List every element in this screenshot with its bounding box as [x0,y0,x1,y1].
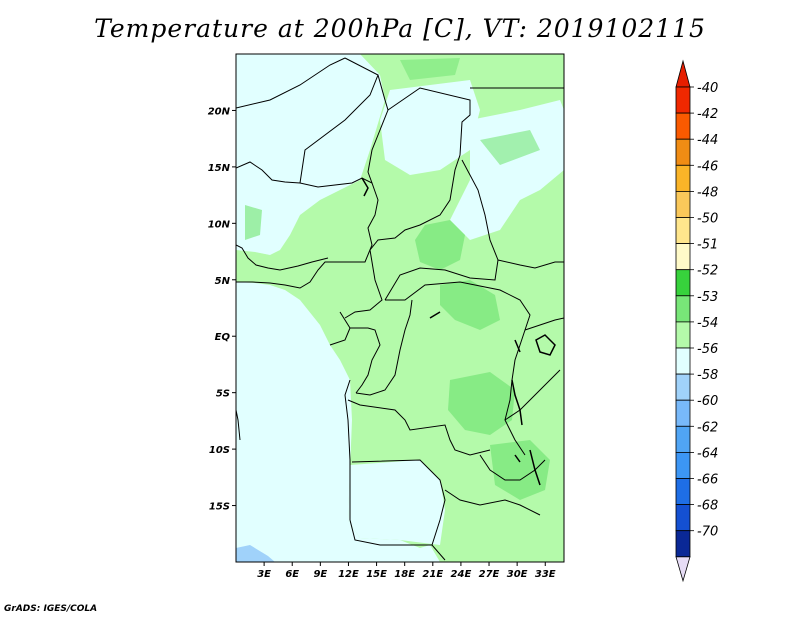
colorbar-label: -44 [697,133,718,148]
river-segment [429,311,441,319]
sahara-light-area [236,54,385,255]
lakes [361,177,556,486]
colorbar-label: -40 [697,81,718,96]
lon-tick-label: 18E [394,569,415,580]
colorbar-swatch [675,217,691,245]
colorbar-swatch [675,243,691,271]
lat-tick-label: 10S [209,445,230,456]
shade-patch-53 [245,205,262,240]
colorbar-label: -60 [697,394,718,409]
colorbar-swatch [675,373,691,401]
colorbar: -40 -42 -44 -46 -48 -50 -51 -52 -53 -54 -56 -58 -60 -… [675,59,718,583]
colorbar-swatch [675,295,691,323]
lat-tick-label: 15S [209,502,230,513]
shade-patch-53 [448,372,515,435]
lat-tick-label: EQ [215,332,231,343]
country-borders [236,57,564,561]
lake-tanganyika [511,379,523,426]
lon-tick-label: 24E [451,569,472,580]
southern-light-area [348,460,445,545]
shade-patch-53 [440,280,500,330]
grads-credit: GrADS: IGES/COLA [4,604,98,614]
sahara-light-area [380,80,480,175]
colorbar-swatch [675,164,691,192]
lat-tick-label: 15N [208,163,231,174]
lat-tick-label: 5S [216,389,230,400]
colorbar-label: -70 [697,525,718,540]
axis-ticks: 20N 15N 10N 5N EQ 5S 10S 15S 3E 6E 9E 12E 15E 18E 21E 2… [208,106,556,580]
lat-tick-label: 5N [215,276,231,287]
lake-victoria [535,334,556,356]
colorbar-label: -66 [697,473,718,488]
lake-chad [361,177,369,197]
lat-tick-label: 10N [208,219,231,230]
lake-albert [514,339,521,353]
lon-tick-label: 27E [479,569,500,580]
lon-tick-label: 9E [313,569,327,580]
temperature-field [236,54,564,562]
colorbar-bottom-arrow [675,556,691,583]
colorbar-label: -46 [697,159,718,174]
colorbar-swatch [675,451,691,479]
lon-tick-label: 21E [422,569,443,580]
colorbar-label: -68 [697,499,718,514]
colorbar-swatch [675,86,691,114]
lon-tick-label: 3E [257,569,271,580]
colorbar-swatch [675,138,691,166]
shade-patch-53 [415,220,465,270]
lake-malawi [529,449,541,486]
colorbar-swatch [675,504,691,532]
lon-tick-label: 33E [535,569,556,580]
colorbar-label: -58 [697,368,718,383]
colorbar-label: -51 [697,238,718,253]
colorbar-top-arrow [675,59,691,88]
colorbar-swatch [675,269,691,297]
colorbar-swatch [675,478,691,506]
colorbar-label: -50 [697,212,718,227]
shade-patch-53 [490,440,550,500]
colorbar-label: -56 [697,342,718,357]
lon-tick-label: 6E [285,569,299,580]
lake-mweru [514,454,521,463]
colorbar-label: -64 [697,446,718,461]
lon-tick-label: 12E [338,569,359,580]
colorbar-swatch [675,399,691,427]
colorbar-label: -54 [697,316,718,331]
shade-patch-56 [236,545,275,562]
colorbar-swatch [675,425,691,453]
colorbar-label: -62 [697,420,718,435]
colorbar-swatch [675,190,691,218]
chart-title: Temperature at 200hPa [C], VT: 201910211… [94,14,706,43]
sahara-light-area [450,100,564,240]
lon-tick-label: 30E [507,569,528,580]
colorbar-swatch [675,321,691,349]
colorbar-label: -48 [697,185,718,200]
map-frame [235,53,565,563]
colorbar-label: -52 [697,264,718,279]
lat-tick-label: 20N [208,106,231,117]
colorbar-swatch [675,347,691,375]
colorbar-label: -53 [697,290,718,305]
colorbar-label: -42 [697,107,718,122]
lon-tick-label: 15E [366,569,387,580]
shade-patch-53 [480,130,540,165]
shade-patch-53 [400,58,460,80]
colorbar-swatch [675,112,691,140]
colorbar-swatch [675,530,691,558]
